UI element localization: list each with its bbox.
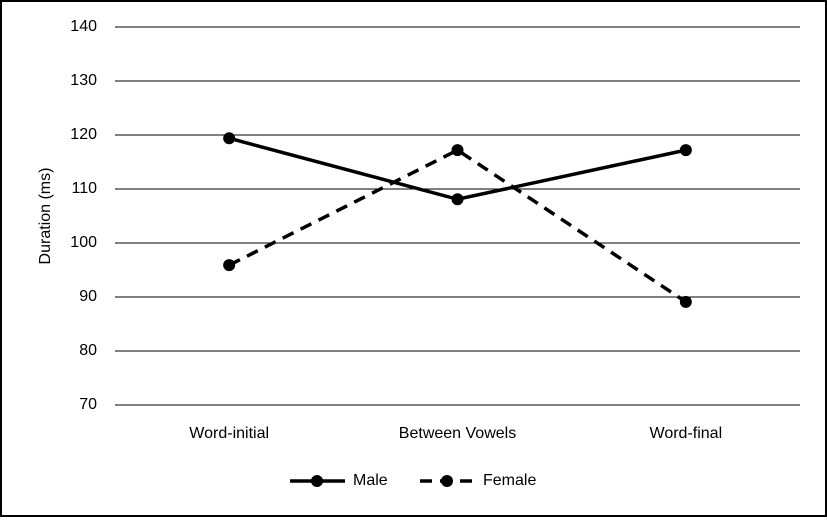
x-tick-label: Between Vowels <box>399 425 516 442</box>
y-tick-label: 80 <box>79 342 97 359</box>
y-tick-label: 100 <box>70 234 97 251</box>
point <box>451 193 464 206</box>
point <box>679 144 692 157</box>
series-line <box>228 148 687 304</box>
y-tick-label: 120 <box>70 126 97 143</box>
legend-label: Male <box>353 472 388 489</box>
y-tick-label: 90 <box>79 288 97 305</box>
point <box>223 132 236 145</box>
y-tick-label: 140 <box>70 18 97 35</box>
y-axis-label: Duration (ms) <box>37 168 54 265</box>
point <box>679 295 692 308</box>
legend-label: Female <box>483 472 536 489</box>
y-tick-label: 70 <box>79 396 97 413</box>
legend-marker <box>441 475 453 487</box>
x-tick-label: Word-final <box>650 425 723 442</box>
y-tick-label: 110 <box>71 180 97 197</box>
legend-marker <box>311 475 323 487</box>
y-tick-label: 130 <box>70 72 97 89</box>
point <box>223 259 236 272</box>
x-tick-label: Word-initial <box>189 425 269 442</box>
point <box>451 144 464 157</box>
